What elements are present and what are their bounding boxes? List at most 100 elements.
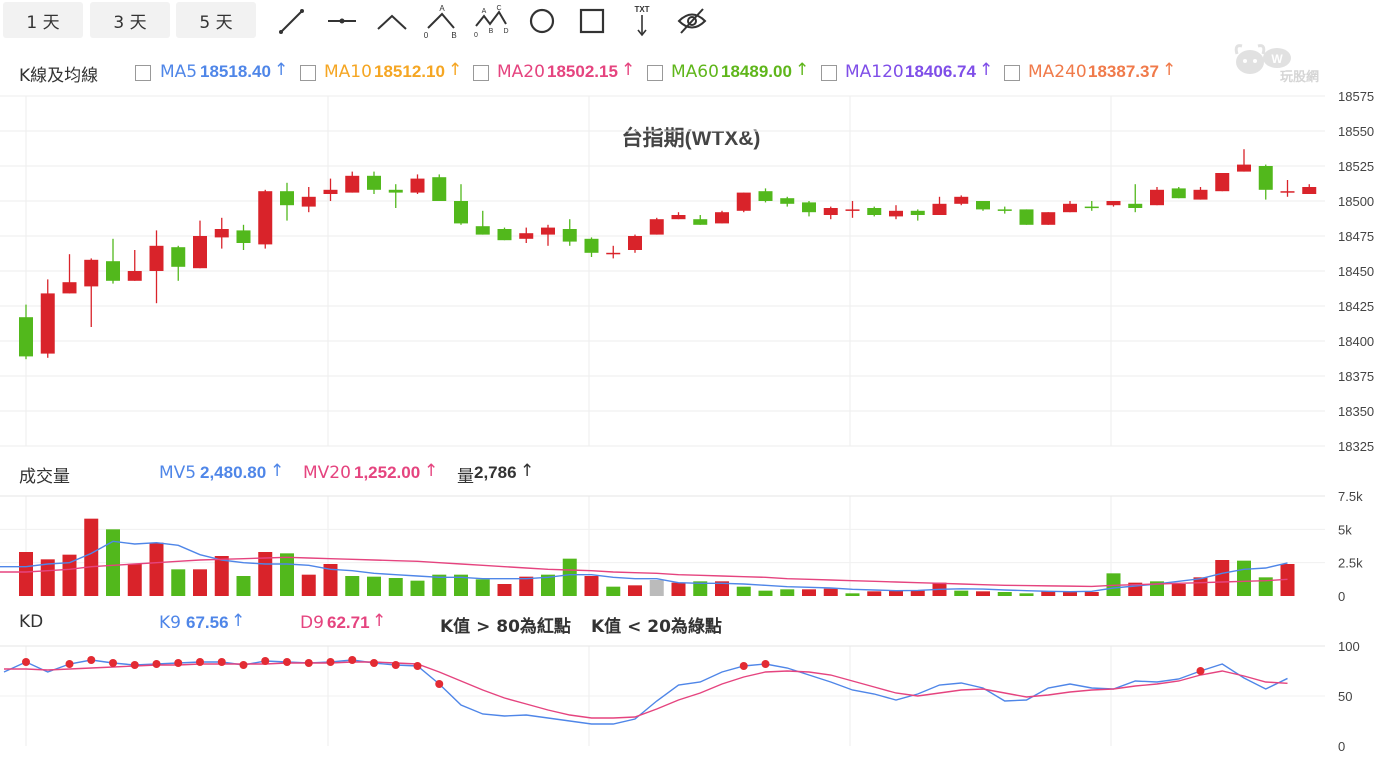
candle-body [432, 177, 447, 201]
abc-pattern-tool-icon[interactable]: A 0 B [422, 2, 462, 40]
volume-bar [736, 586, 751, 596]
volume-bar [84, 518, 99, 596]
volume-bar [1237, 560, 1251, 596]
kd-overbought-dot [239, 661, 248, 669]
period-button-5d[interactable]: 5 天 [176, 2, 256, 38]
candle-body [193, 236, 207, 269]
hide-drawings-icon[interactable] [672, 2, 712, 40]
kd-axis: 100 50 0 [0, 639, 1360, 754]
kd-overbought-dot [174, 659, 183, 667]
segment-tool-icon[interactable] [322, 2, 362, 40]
ma20-checkbox[interactable] [473, 65, 489, 81]
abc-letter-a: A [439, 4, 445, 13]
ma5-label: MA5 [160, 62, 198, 82]
volume-bar [997, 592, 1012, 596]
kd-legend: KD K9 67.56 ↑ D9 62.71 ↑ K值 > 80為紅點 K值 <… [0, 611, 1340, 637]
ma240-value: 18387.37 [1088, 62, 1159, 81]
kd-legend-title: KD [19, 612, 44, 632]
mv5-arrow-icon: ↑ [270, 461, 285, 481]
volume-bar [562, 558, 577, 596]
svg-text:W: W [1271, 52, 1283, 66]
volume-bar [1041, 591, 1056, 596]
candle-body [410, 178, 425, 193]
candle-body [671, 215, 686, 220]
candle-body [1150, 189, 1164, 206]
kd-overbought-dot [130, 661, 139, 669]
circle-tool-icon[interactable] [522, 2, 562, 40]
volume-bar [127, 564, 142, 596]
ma5-checkbox[interactable] [135, 65, 151, 81]
candle-body [997, 209, 1012, 211]
volume-bar [1128, 582, 1143, 596]
ma60-checkbox[interactable] [647, 65, 663, 81]
volume-bar [214, 556, 229, 596]
ma120-label: MA120 [845, 62, 904, 82]
candle-body [1302, 187, 1317, 194]
volume-bar [323, 564, 338, 596]
candle-body [780, 198, 795, 204]
price-tick-label: 18475 [1338, 229, 1374, 244]
volume-bar [1258, 577, 1273, 596]
volume-bar [475, 579, 490, 596]
candle-body [693, 219, 708, 225]
angle-line-tool-icon[interactable] [372, 2, 412, 40]
volume-tick-label: 7.5k [1338, 489, 1363, 504]
price-tick-label: 18575 [1338, 89, 1374, 104]
kd-overbought-dot [152, 660, 161, 668]
kd-overbought-dot [261, 657, 270, 665]
candle-body [236, 230, 251, 243]
d9-value: 62.71 [327, 613, 370, 632]
ma240-checkbox[interactable] [1004, 65, 1020, 81]
d9-label: D9 [300, 613, 324, 633]
ma60-arrow-icon: ↑ [795, 60, 810, 80]
line-tool-icon[interactable] [272, 2, 312, 40]
candle-body [454, 201, 468, 224]
period-button-1d[interactable]: 1 天 [3, 2, 83, 38]
kd-overbought-dot [761, 660, 770, 668]
volume-bar [584, 576, 599, 596]
abcd-letter-a: A [482, 8, 487, 15]
candle-body [106, 261, 120, 281]
k9-label: K9 [159, 613, 181, 633]
price-tick-label: 18350 [1338, 404, 1374, 419]
ma20-label: MA20 [497, 62, 545, 82]
watermark-logo: W 玩股網 [1232, 40, 1342, 86]
abcd-pattern-tool-icon[interactable]: A C 0 B D [472, 2, 512, 40]
candle-body [649, 219, 664, 235]
k9-arrow-icon: ↑ [231, 611, 246, 631]
price-axis: 18575 18550 18525 18500 18475 18450 18425 18400… [0, 89, 1374, 454]
candle-body [1128, 203, 1143, 208]
kd-note-green: K值 < 20為綠點 [591, 617, 722, 637]
mv20-value: 1,252.00 [354, 463, 421, 482]
volume-bar [280, 553, 294, 596]
kd-overbought-dot [348, 656, 357, 664]
abcd-letter-0: 0 [474, 32, 478, 39]
mv5-line [0, 540, 1288, 593]
price-tick-label: 18450 [1338, 264, 1374, 279]
candle-body [1237, 164, 1251, 172]
chart-grid [0, 95, 1325, 746]
kd-overbought-dot [304, 659, 313, 667]
candle-body [301, 196, 316, 207]
candle-body [1280, 191, 1295, 193]
ma240-label: MA240 [1028, 62, 1087, 82]
volume-bar [1280, 564, 1295, 596]
kd-overbought-dot [370, 659, 378, 667]
candle-body [758, 191, 773, 201]
kd-red-dots [22, 656, 1205, 688]
rectangle-tool-icon[interactable] [572, 2, 612, 40]
period-button-3d[interactable]: 3 天 [90, 2, 170, 38]
candle-body [584, 238, 599, 253]
ma10-checkbox[interactable] [300, 65, 316, 81]
volume-ma-lines [0, 540, 1288, 593]
volume-bar [1063, 591, 1077, 596]
candle-body [1084, 206, 1099, 209]
volume-bar [497, 584, 512, 596]
ma120-checkbox[interactable] [821, 65, 837, 81]
candle-body [802, 202, 816, 213]
candle-body [562, 229, 577, 242]
candle-body [628, 236, 642, 250]
kd-tick-label: 100 [1338, 639, 1360, 654]
text-tool-icon[interactable]: TXT [622, 2, 662, 40]
